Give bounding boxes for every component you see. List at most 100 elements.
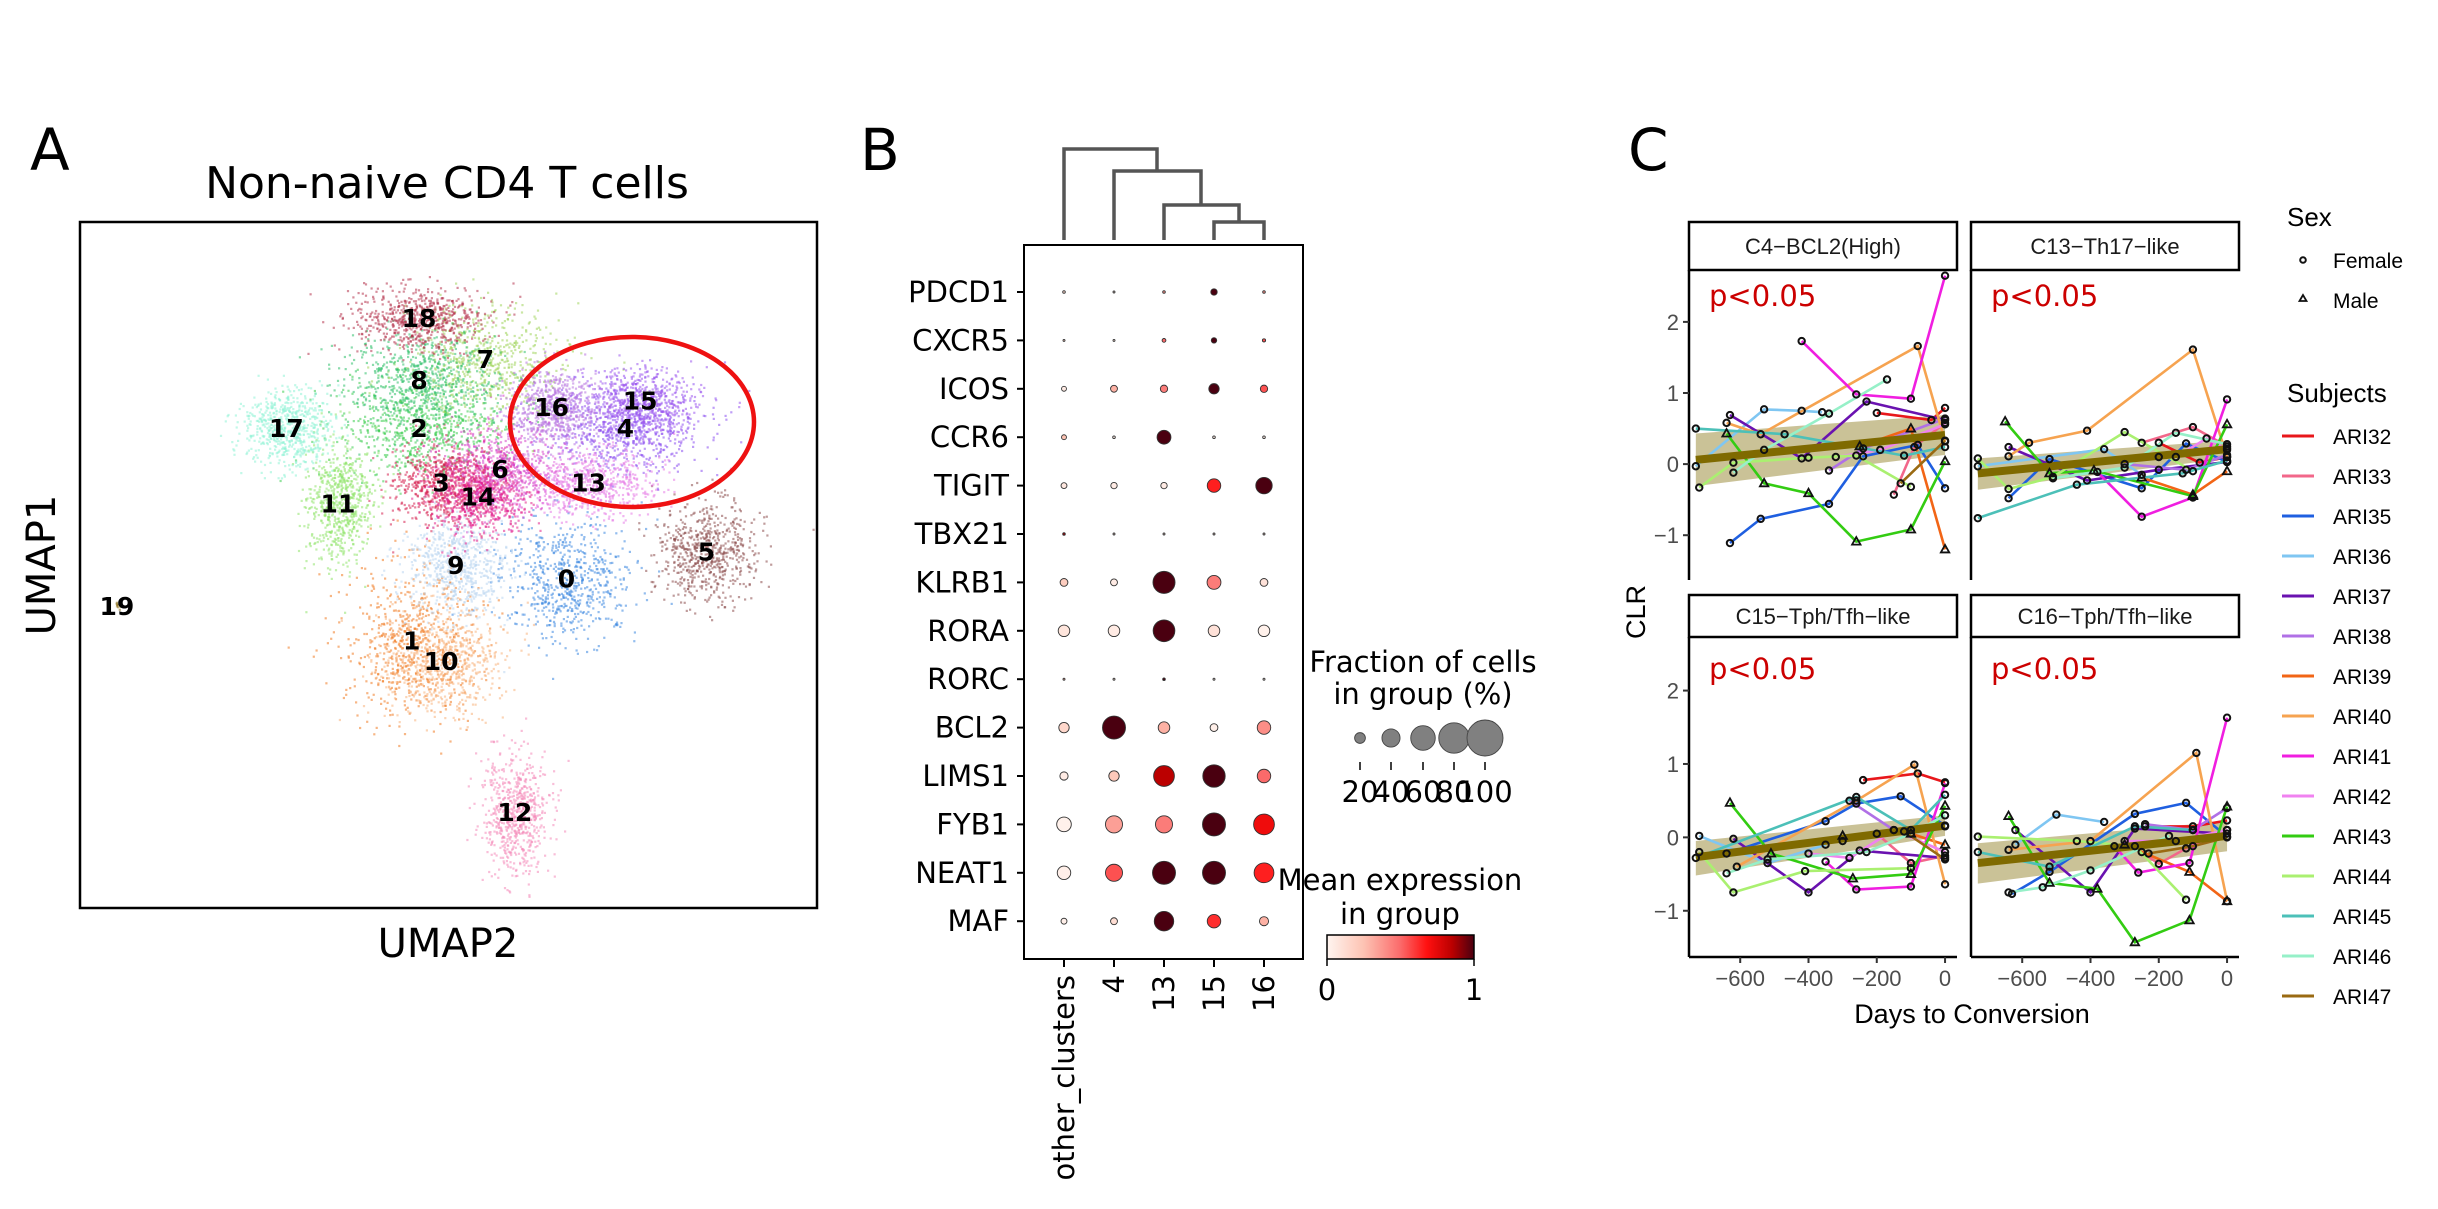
sex-legend-title: Sex [2287, 202, 2332, 232]
point-male-ari39 [1905, 422, 1917, 433]
cluster-label-13: 13 [571, 469, 606, 498]
point-female-ari46 [2038, 883, 2047, 892]
x-tick-label: −600 [1715, 966, 1765, 991]
series-line-ari38 [2124, 453, 2228, 472]
point-female-ari47 [2188, 841, 2198, 851]
point-male-ari43 [2221, 800, 2233, 811]
point-female-ari45 [2222, 456, 2232, 465]
point-female-ari40 [2004, 452, 2013, 461]
point-female-ari38 [2120, 459, 2129, 469]
point-female-ari41 [2134, 868, 2143, 877]
x-tick-label: −400 [2066, 966, 2116, 991]
cluster-label-10: 10 [424, 647, 459, 676]
point-male-ari43 [1999, 415, 2011, 426]
point-female-ari36 [1973, 462, 1983, 471]
dot-lims1-13 [1153, 765, 1175, 787]
dot-neat1-15 [1202, 860, 1226, 885]
point-female-ari42 [2171, 836, 2181, 846]
point-female-ari42 [1940, 420, 1950, 429]
dot-lims1-15 [1202, 764, 1226, 788]
series-line-ari47 [1899, 439, 1947, 485]
subject-legend-items: ARI32 ARI33 ARI35 ARI36 ARI37 ARI38 ARI39 ARI40… [2282, 426, 2392, 1009]
dot-cxcr5-13 [1161, 338, 1167, 343]
dendrogram-link-3 [1062, 147, 1159, 240]
point-male-ari39 [1939, 543, 1951, 554]
point-female-ari38 [2140, 819, 2150, 829]
dot-klrb1-4 [1110, 578, 1118, 587]
point-female-ari45 [1691, 853, 1701, 863]
point-male-ari43 [1724, 796, 1736, 807]
dot-bcl2-other-clusters [1058, 721, 1070, 734]
cluster-cloud-1 [287, 519, 505, 755]
y-tick-label: 1 [1667, 752, 1679, 777]
p-value-annotation: p<0.05 [1709, 279, 1816, 313]
series-line-ari41 [2113, 717, 2229, 875]
cluster-label-9: 9 [447, 551, 464, 580]
point-female-ari44 [2188, 467, 2198, 476]
point-female-ari42 [1831, 452, 1841, 462]
point-female-ari35 [2181, 798, 2191, 808]
point-female-ari36 [2099, 444, 2109, 454]
facet-strip [1969, 220, 2241, 272]
size-legend: Fraction of cells in group (%) 204060801… [1309, 645, 1536, 809]
cluster-label-2: 2 [410, 414, 427, 443]
dot-tbx21-13 [1162, 532, 1166, 536]
point-female-ari44 [1729, 888, 1738, 897]
point-female-ari38 [1824, 466, 1834, 475]
point-female-ari44 [1973, 832, 1983, 841]
gene-label-ccr6: CCR6 [930, 420, 1009, 454]
point-female-ari45 [1973, 513, 1983, 523]
point-female-ari45 [1691, 424, 1701, 433]
subject-legend-label-ari40: ARI40 [2333, 706, 2391, 729]
panel-letter-c: C [1628, 116, 1669, 184]
point-female-ari32 [1872, 408, 1881, 418]
point-male-ari39 [1939, 838, 1951, 849]
dot-ccr6-15 [1212, 435, 1216, 439]
subject-legend-label-ari33: ARI33 [2333, 466, 2391, 489]
dot-fyb1-other-clusters [1056, 816, 1072, 833]
cluster-label-4: 4 [617, 414, 634, 443]
panel-b-dotplot: PDCD1 CXCR5 ICOS CCR6 TIGIT TBX21 KLRB1 RORA ROR… [908, 147, 1537, 1181]
facet-1: C13−Th17−like p<0.05 [1969, 220, 2241, 580]
dot-tbx21-16 [1262, 532, 1266, 536]
dot-klrb1-other-clusters [1059, 578, 1069, 587]
cluster-cloud-8 [298, 309, 549, 461]
point-female-ari32 [2222, 816, 2232, 825]
point-female-ari46 [1824, 409, 1834, 418]
point-male-ari43 [2002, 809, 2015, 820]
dot-rora-16 [1257, 624, 1271, 638]
dot-klrb1-13 [1152, 570, 1176, 594]
cluster-label-1: 1 [403, 626, 420, 655]
x-tick-label: −200 [1852, 966, 1902, 991]
dot-icos-16 [1259, 384, 1269, 393]
point-female-ari37 [2222, 829, 2232, 838]
cluster-label-0: 0 [558, 565, 575, 594]
point-male-ari43 [1765, 847, 1777, 858]
point-female-ari44 [1695, 483, 1704, 492]
dotplot-group-labels: other_clusters 4 13 15 16 [1047, 959, 1281, 1181]
point-female-ari32 [1927, 415, 1936, 425]
subject-legend-label-ari39: ARI39 [2333, 666, 2391, 689]
dot-tigit-4 [1110, 481, 1118, 490]
cluster-label-14: 14 [461, 482, 496, 511]
trend-line [1695, 430, 1946, 464]
series-line-ari44 [1698, 454, 1912, 489]
point-male-ari43 [2129, 935, 2141, 947]
p-value-annotation: p<0.05 [1991, 652, 2098, 686]
point-male-ari43 [2187, 489, 2199, 501]
size-legend-label-20: 20 [1342, 775, 1379, 809]
point-female-ari42 [1875, 445, 1885, 455]
dot-rorc-15 [1212, 677, 1216, 681]
colorbar-label-max: 1 [1465, 973, 1483, 1007]
point-female-ari45 [2072, 480, 2082, 489]
dot-cxcr5-4 [1112, 338, 1116, 342]
point-female-ari41 [2110, 841, 2119, 851]
cluster-label-19: 19 [99, 592, 134, 621]
umap-y-label: UMAP1 [19, 495, 65, 636]
dot-icos-15 [1208, 383, 1220, 395]
point-male-ari43 [2043, 876, 2056, 887]
point-female-ari35 [1756, 514, 1765, 524]
dendrogram-link-0 [1212, 220, 1266, 240]
cluster-cloud-10 [338, 586, 536, 732]
